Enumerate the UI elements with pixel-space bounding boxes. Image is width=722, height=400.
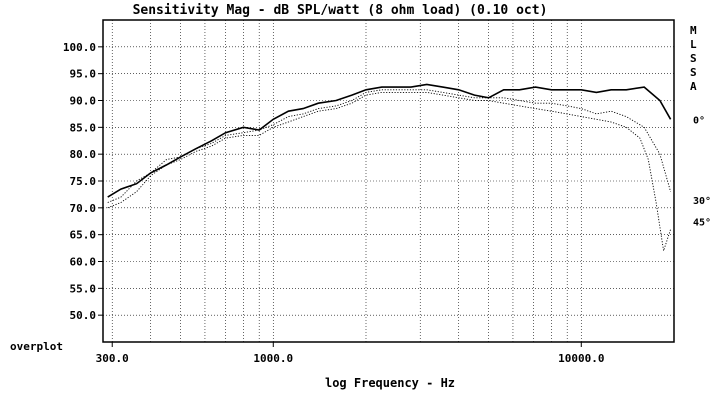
y-tick-label: 65.0 [70,229,97,242]
x-tick-labels: 300.0 1000.0 10000.0 [96,352,605,365]
y-tick-label: 95.0 [70,68,97,81]
y-tick-label: 85.0 [70,121,97,134]
angle-labels: 0° 30° 45° [693,115,711,228]
angle-label: 0° [693,115,705,126]
angle-label: 45° [693,217,711,228]
grid [103,20,675,347]
overplot-label: overplot [10,340,63,353]
x-tick-label: 10000.0 [558,352,604,365]
series-line-1 [107,83,672,198]
side-legend-letter: S [690,66,697,79]
side-legend-letter: A [690,80,697,93]
side-legend-letter: L [690,38,697,51]
y-tick-label: 100.0 [63,41,96,54]
y-tick-label: 80.0 [70,148,97,161]
side-legend-letter: M [690,24,697,37]
x-axis-label: log Frequency - Hz [325,376,455,390]
angle-label: 30° [693,196,711,207]
series-curves [107,83,672,251]
y-tick-label: 50.0 [70,309,97,322]
y-tick-labels: 100.0 95.0 90.0 85.0 80.0 75.0 70.0 65.0 60.0 55.… [63,41,103,322]
x-tick-label: 300.0 [96,352,129,365]
series-line-3 [107,91,672,251]
chart-title: Sensitivity Mag - dB SPL/watt (8 ohm loa… [133,3,548,18]
side-legend-letter: S [690,52,697,65]
y-tick-label: 70.0 [70,202,97,215]
series-line-2 [107,89,672,203]
y-tick-label: 55.0 [70,282,97,295]
y-tick-label: 60.0 [70,256,97,269]
y-tick-label: 75.0 [70,175,97,188]
y-tick-label: 90.0 [70,95,97,108]
x-tick-label: 1000.0 [253,352,293,365]
